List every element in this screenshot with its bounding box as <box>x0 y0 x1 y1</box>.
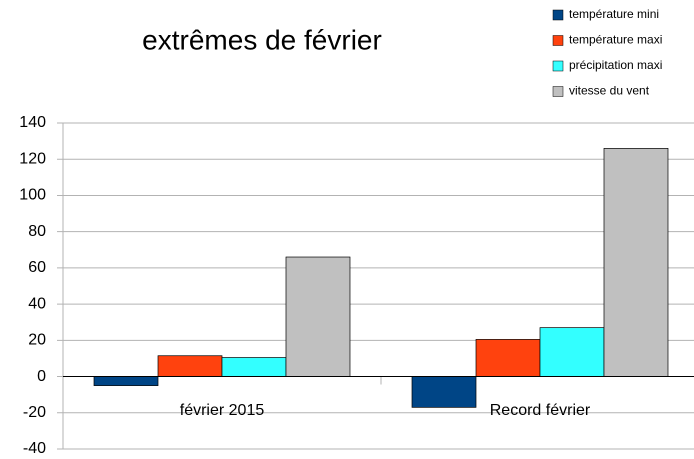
bar <box>157 355 223 377</box>
legend-label: température mini <box>569 7 659 21</box>
legend-swatch <box>552 9 564 21</box>
chart-title: extrêmes de février <box>142 24 382 55</box>
bar <box>411 376 477 408</box>
legend-swatch <box>552 60 564 72</box>
y-tick-label: 140 <box>19 114 46 131</box>
y-tick-label: 20 <box>28 332 46 349</box>
y-tick-label: 60 <box>28 259 46 276</box>
bar <box>285 256 351 377</box>
legend-label: vitesse du vent <box>569 84 650 98</box>
y-tick-label: 40 <box>28 295 46 312</box>
y-tick-label: -40 <box>23 440 46 457</box>
y-tick-label: 0 <box>37 368 46 385</box>
legend-swatch <box>552 86 564 97</box>
x-tick-label: février 2015 <box>180 402 265 419</box>
legend-label: température maxi <box>569 33 662 47</box>
y-tick-label: 100 <box>19 187 46 204</box>
y-tick-label: 80 <box>28 223 46 240</box>
bar <box>93 376 159 386</box>
bar <box>603 148 669 377</box>
y-tick-label: 120 <box>19 150 46 167</box>
bar <box>539 327 605 377</box>
x-tick-label: Record février <box>490 402 591 419</box>
bar <box>221 357 287 377</box>
bar <box>475 339 541 377</box>
legend-label: précipitation maxi <box>569 58 662 72</box>
legend-swatch <box>552 35 564 46</box>
y-tick-label: -20 <box>23 404 46 421</box>
